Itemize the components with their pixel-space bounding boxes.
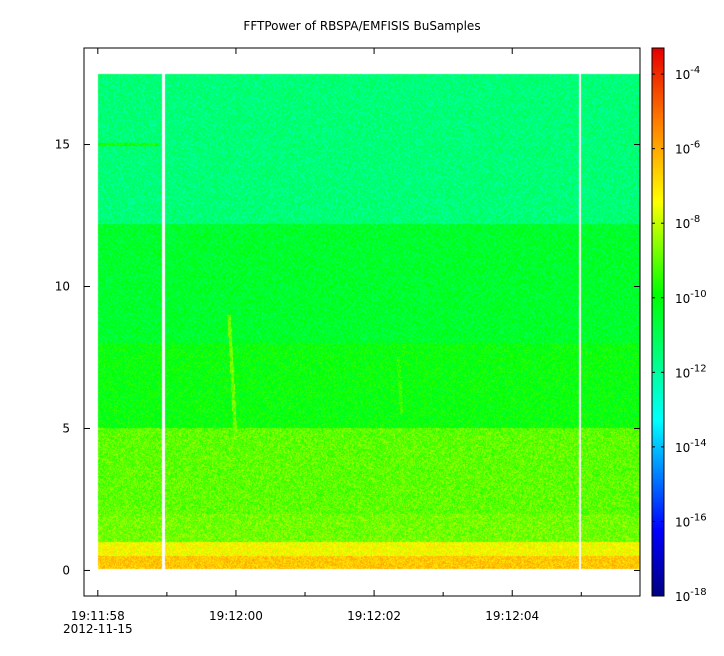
spectrogram-image	[84, 48, 640, 596]
x-tick-date-label: 2012-11-15	[63, 622, 133, 636]
colorbar-tick-label: 10-12	[675, 363, 707, 380]
y-tick-label: 5	[62, 421, 70, 435]
colorbar: 10-18 10-16 10-14 10-12 10-10 10-8 10-6 10-4	[651, 47, 707, 604]
colorbar-tick-label: 10-10	[675, 289, 707, 306]
chart-title: FFTPower of RBSPA/EMFISIS BuSamples	[243, 19, 480, 33]
colorbar-frame	[651, 47, 665, 597]
colorbar-tick-label: 10-14	[675, 438, 707, 455]
y-tick-label: 15	[55, 138, 70, 152]
x-tick-label: 19:12:02	[347, 609, 401, 623]
colorbar-tick-label: 10-8	[675, 214, 700, 231]
colorbar-tick-label: 10-4	[675, 65, 700, 82]
plot-area	[83, 47, 641, 597]
y-axis: 0 5 10 15	[55, 138, 640, 577]
x-tick-label: 19:12:00	[209, 609, 263, 623]
x-tick-label: 19:12:04	[485, 609, 539, 623]
colorbar-gradient	[652, 48, 664, 596]
colorbar-tick-label: 10-16	[675, 512, 707, 529]
x-tick-label: 19:11:58	[71, 609, 125, 623]
colorbar-tick-label: 10-6	[675, 140, 700, 157]
y-tick-label: 0	[62, 563, 70, 577]
colorbar-tick-label: 10-18	[675, 587, 707, 604]
plot-frame	[83, 47, 641, 597]
y-tick-label: 10	[55, 280, 70, 294]
